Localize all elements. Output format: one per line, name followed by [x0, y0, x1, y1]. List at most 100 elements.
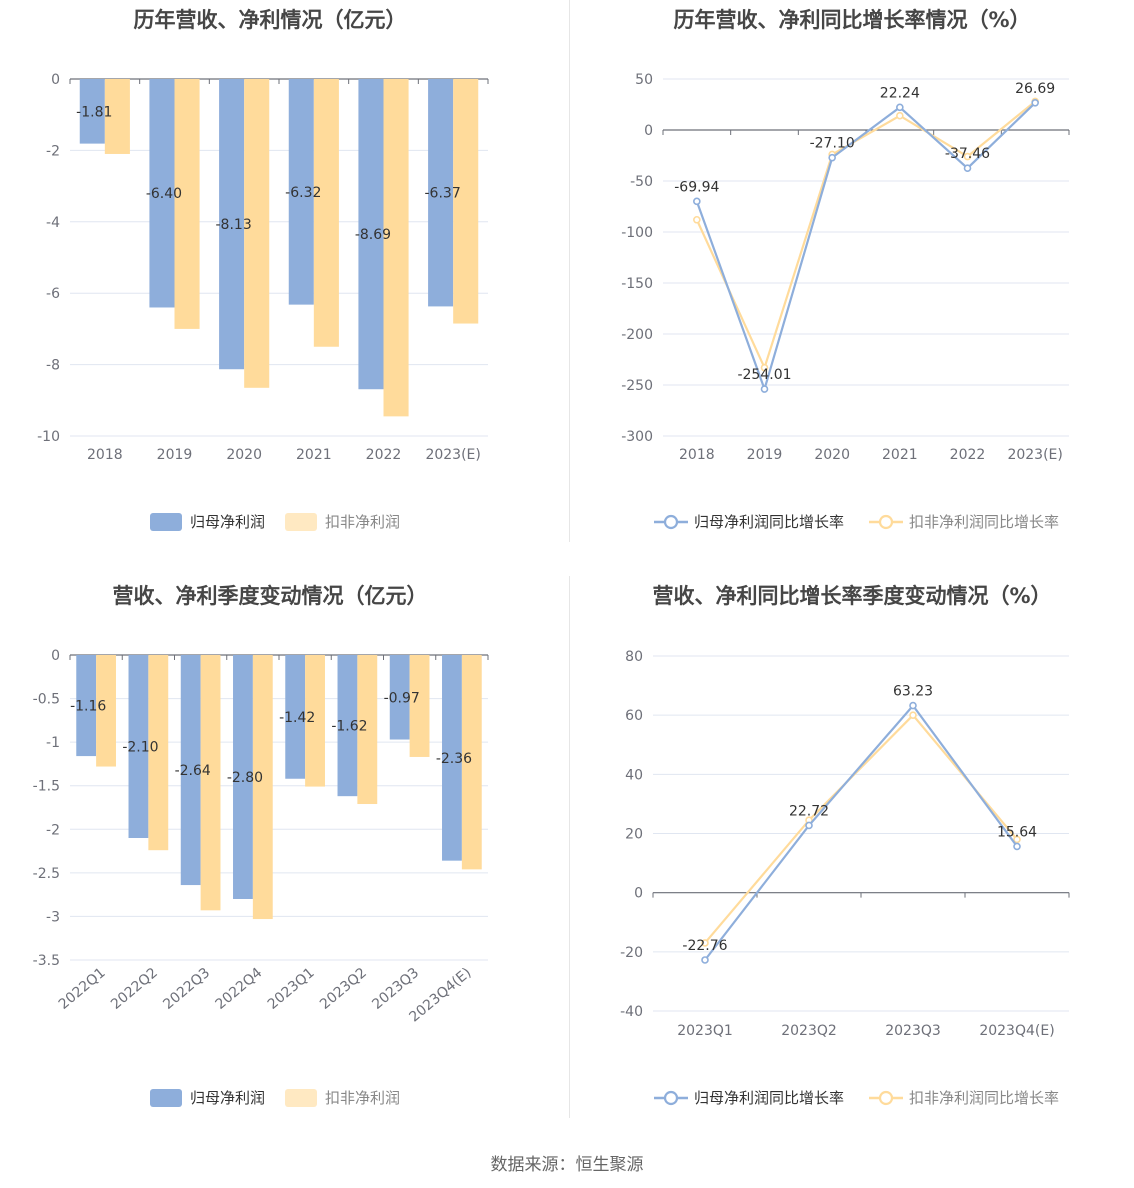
bar-parent-net-profit — [233, 655, 253, 899]
y-tick-label: 50 — [635, 72, 653, 88]
bar-parent-net-profit — [358, 79, 384, 390]
line-point — [896, 103, 904, 112]
line-point — [760, 363, 769, 372]
y-tick-label: -4 — [46, 215, 60, 231]
bar-deducted-net-profit — [96, 655, 116, 767]
bar-deducted-net-profit — [305, 655, 325, 787]
bar-parent-net-profit — [389, 655, 410, 740]
data-label: -1.16 — [70, 699, 106, 715]
x-tick-label: 2023Q4(E) — [979, 1023, 1054, 1039]
data-label: -0.97 — [384, 690, 420, 706]
line-point — [896, 111, 904, 120]
bar-parent-net-profit — [337, 655, 358, 797]
bar-deducted-net-profit — [313, 79, 339, 347]
data-label: -2.64 — [175, 763, 211, 779]
bar-parent-net-profit — [285, 655, 306, 779]
bar-deducted-net-profit — [357, 655, 378, 805]
legend-label: 扣非净利润 — [325, 1089, 400, 1107]
bar-parent-net-profit — [442, 655, 462, 861]
bar-parent-net-profit — [79, 79, 105, 144]
line-point — [1031, 98, 1039, 107]
bar-deducted-net-profit — [409, 655, 430, 757]
legend-swatch — [285, 513, 317, 531]
chart-annual-growth: 50 0 -50 -100 -150 -200 -250 -300 2018 2019 2020 20… — [621, 72, 1070, 531]
data-label: -1.62 — [331, 719, 367, 735]
bar-parent-net-profit — [149, 79, 175, 308]
x-tick-label: 2019 — [157, 447, 193, 463]
line-point — [693, 197, 701, 206]
x-tick-label: 2023Q1 — [677, 1023, 733, 1039]
vertical-divider-bottom — [569, 576, 570, 1118]
vertical-divider-top — [569, 0, 570, 542]
y-tick-label: -2 — [46, 143, 60, 159]
x-tick-label: 2020 — [814, 447, 850, 463]
bar-parent-net-profit — [428, 79, 454, 307]
x-tick-label: 2021 — [296, 447, 332, 463]
x-tick-label: 2023(E) — [1007, 447, 1062, 463]
legend-swatch — [285, 1089, 317, 1107]
bar-deducted-net-profit — [148, 655, 169, 851]
data-label: -69.94 — [674, 179, 719, 195]
bar-deducted-net-profit — [252, 655, 273, 920]
chart-title-quarterly-growth: 营收、净利同比增长率季度变动情况（%） — [652, 584, 1052, 608]
y-tick-label: 0 — [51, 648, 60, 664]
data-label: 26.69 — [1015, 81, 1055, 97]
y-tick-label: -2.5 — [33, 866, 60, 882]
bar-deducted-net-profit — [174, 79, 200, 329]
y-tick-label: 0 — [51, 72, 60, 88]
x-tick-label: 2018 — [87, 447, 123, 463]
x-tick-label: 2022 — [950, 447, 986, 463]
x-tick-label: 2022Q4 — [213, 965, 266, 1013]
legend-swatch-marker — [878, 1090, 894, 1106]
legend-label: 扣非净利润同比增长率 — [909, 1089, 1059, 1107]
x-tick-label: 2019 — [747, 447, 783, 463]
y-tick-label: -10 — [37, 429, 60, 445]
y-tick-label: -150 — [621, 276, 653, 292]
x-tick-label: 2023(E) — [425, 447, 480, 463]
x-tick-label: 2022Q1 — [56, 965, 109, 1013]
chart-title-annual-growth: 历年营收、净利同比增长率情况（%） — [673, 8, 1031, 32]
x-tick-label: 2022Q2 — [108, 965, 161, 1013]
y-tick-label: -20 — [620, 945, 643, 961]
x-tick-label: 2020 — [226, 447, 262, 463]
x-tick-label: 2023Q2 — [781, 1023, 837, 1039]
data-label: -6.32 — [285, 185, 321, 201]
line-point — [909, 701, 917, 710]
data-label: 15.64 — [997, 824, 1037, 840]
data-label: 63.23 — [893, 684, 933, 700]
data-label: -22.76 — [682, 938, 727, 954]
y-tick-label: -200 — [621, 327, 653, 343]
y-tick-label: -1 — [46, 735, 60, 751]
y-tick-label: 0 — [644, 123, 653, 139]
legend-label: 扣非净利润 — [325, 513, 400, 531]
y-tick-label: -1.5 — [33, 779, 60, 795]
line-point — [1013, 842, 1021, 851]
legend-swatch-marker — [878, 514, 894, 530]
legend-label: 归母净利润同比增长率 — [694, 513, 844, 531]
line-point — [963, 152, 972, 161]
line-point — [805, 821, 813, 830]
legend-label: 归母净利润 — [190, 513, 265, 531]
chart-title-quarterly-profit: 营收、净利季度变动情况（亿元） — [112, 584, 428, 608]
line-parent-net-profit-growth — [704, 703, 1018, 961]
bar-deducted-net-profit — [104, 79, 130, 154]
bar-deducted-net-profit — [244, 79, 270, 388]
data-label: -1.81 — [76, 104, 112, 120]
data-label: -1.42 — [279, 710, 315, 726]
y-tick-label: -3 — [46, 909, 60, 925]
data-label: -2.10 — [122, 740, 158, 756]
data-label: -2.80 — [227, 770, 263, 786]
y-tick-label: -0.5 — [33, 692, 60, 708]
data-label: -254.01 — [737, 367, 791, 383]
x-tick-label: 2023Q1 — [265, 965, 318, 1013]
data-label: 22.24 — [880, 85, 920, 101]
line-point — [909, 711, 917, 719]
x-tick-label: 2022Q3 — [160, 965, 213, 1013]
x-tick-label: 2018 — [679, 447, 715, 463]
legend-label: 扣非净利润同比增长率 — [909, 513, 1059, 531]
line-point — [963, 164, 972, 173]
y-tick-label: -6 — [46, 286, 60, 302]
bar-parent-net-profit — [128, 655, 149, 838]
y-tick-label: -2 — [46, 822, 60, 838]
